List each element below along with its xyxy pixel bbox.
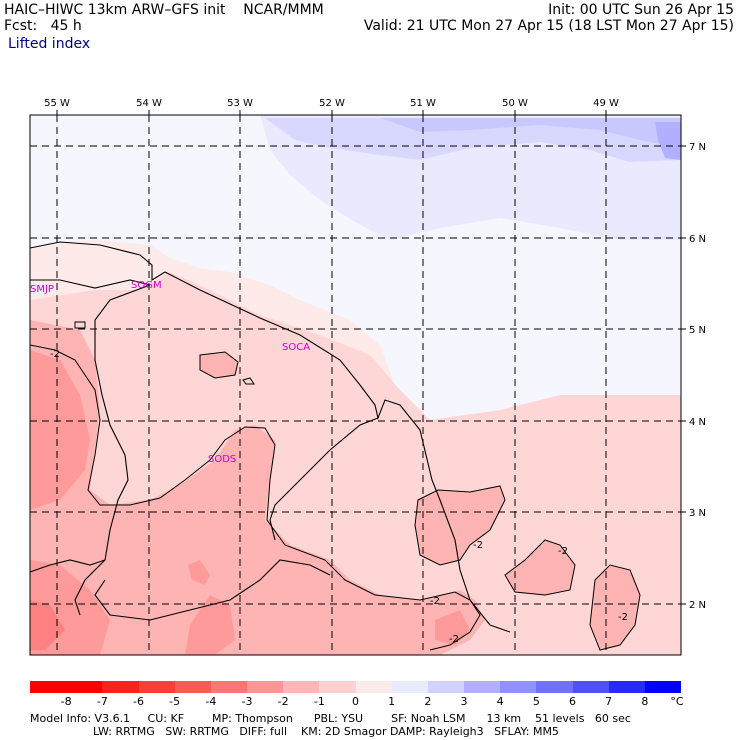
contour-label: -2 (558, 546, 568, 557)
field-name: Lifted index (8, 36, 91, 52)
field-level-minus-2-west (30, 320, 485, 655)
colorbar-swatch (283, 681, 320, 693)
field-level-minus-2-cell-b (505, 540, 575, 595)
lat-label: 5 N (689, 325, 706, 336)
field-level-minus-3-cell (435, 610, 470, 645)
init-time: Init: 00 UTC Sun 26 Apr 15 (548, 2, 734, 18)
colorbar-swatch (572, 681, 610, 693)
colorbar-swatch (427, 681, 465, 693)
lon-label: 53 W (227, 98, 253, 109)
valid-time: Valid: 21 UTC Mon 27 Apr 15 (18 LST Mon … (363, 18, 734, 34)
lon-label: 50 W (502, 98, 528, 109)
colorbar-swatch (644, 681, 682, 693)
station-labels: SMJP SOGM SOCA SODS (30, 280, 310, 465)
forecast-hour: Fcst: 45 h (4, 18, 82, 34)
latitude-labels: 7 N 6 N 5 N 4 N 3 N 2 N (689, 142, 706, 611)
colorbar-swatch (319, 681, 356, 693)
colorbar-swatch (391, 681, 429, 693)
lat-label: 6 N (689, 234, 706, 245)
colorbar-unit: °C (670, 695, 684, 708)
field-level-minus-2-cell-d (200, 352, 238, 378)
colorbar-label: -4 (205, 695, 217, 708)
station-label: SOCA (282, 342, 310, 353)
station-label: SOGM (131, 280, 162, 291)
lat-label: 2 N (689, 600, 706, 611)
colorbar-label: 1 (388, 695, 396, 708)
contour-label: -2 (50, 349, 60, 360)
lat-label: 4 N (689, 417, 706, 428)
field-level-2 (380, 118, 681, 148)
map-frame (29, 114, 682, 656)
contour-labels: -2 -2 -2 -2 -2 -2 (50, 349, 628, 645)
colorbar-label: -2 (277, 695, 289, 708)
colorbar-swatch (30, 681, 67, 693)
grid-lines (30, 115, 681, 655)
model-info-line1: Model Info: V3.6.1 CU: KF MP: Thompson P… (30, 712, 631, 725)
contour-lines (30, 321, 641, 651)
colorbar-label: 7 (605, 695, 613, 708)
lon-label: 55 W (44, 98, 70, 109)
field-level-minus-3-south (185, 595, 235, 655)
lifted-index-field (30, 115, 681, 655)
colorbar-swatch (138, 681, 176, 693)
colorbar-swatch (174, 681, 212, 693)
lat-label: 7 N (689, 142, 706, 153)
colorbar-label: 6 (569, 695, 576, 708)
colorbar-swatch (608, 681, 646, 693)
colorbar-label: -3 (241, 695, 253, 708)
field-level-minus-2-cell-c (590, 565, 640, 650)
lon-label: 54 W (136, 98, 162, 109)
field-level-minus-4 (30, 600, 65, 650)
colorbar-swatch (500, 681, 537, 693)
colorbar-label: 0 (352, 695, 359, 708)
field-level-minus-2-cell-a (415, 486, 505, 565)
colorbar-label: -6 (133, 695, 144, 708)
header-title: HAIC–HIWC 13km ARW–GFS init NCAR/MMM (4, 2, 324, 18)
colorbar-label: 8 (641, 695, 649, 708)
contour-label: -2 (449, 634, 459, 645)
field-level-minus-3-cell (188, 560, 210, 585)
model-info-line2: LW: RRTMG SW: RRTMG DIFF: full KM: 2D Sm… (30, 725, 559, 738)
contour-label: -2 (430, 596, 440, 607)
colorbar-swatch (355, 681, 393, 693)
lat-label: 3 N (689, 508, 706, 519)
lon-label: 49 W (593, 98, 619, 109)
colorbar-swatch (66, 681, 103, 693)
axis-ticks (56, 110, 686, 605)
colorbar-label: -8 (60, 695, 72, 708)
contour-label: -2 (473, 540, 483, 551)
station-label: SODS (208, 454, 236, 465)
colorbar-swatch (536, 681, 573, 693)
field-level-1-2 (265, 118, 681, 162)
field-level-3 (655, 122, 681, 160)
colorbar-swatch (102, 681, 139, 693)
longitude-labels: 55 W 54 W 53 W 52 W 51 W 50 W 49 W (44, 98, 619, 109)
colorbar-label: -1 (313, 695, 325, 708)
colorbar-label: -7 (96, 695, 108, 708)
colorbar-label: -5 (169, 695, 181, 708)
colorbar-swatch (210, 681, 248, 693)
colorbar-label: 3 (460, 695, 468, 708)
station-label: SMJP (30, 284, 54, 295)
colorbar-label: 2 (424, 695, 432, 708)
field-level-minus-3-north (30, 350, 90, 510)
coastline-borders (30, 241, 511, 633)
colorbar-label: 4 (496, 695, 504, 708)
lon-label: 51 W (410, 98, 436, 109)
colorbar-swatch (247, 681, 284, 693)
colorbar-swatch (464, 681, 501, 693)
lon-label: 52 W (319, 98, 345, 109)
colorbar-label: 5 (532, 695, 540, 708)
contour-label: -2 (618, 612, 628, 623)
